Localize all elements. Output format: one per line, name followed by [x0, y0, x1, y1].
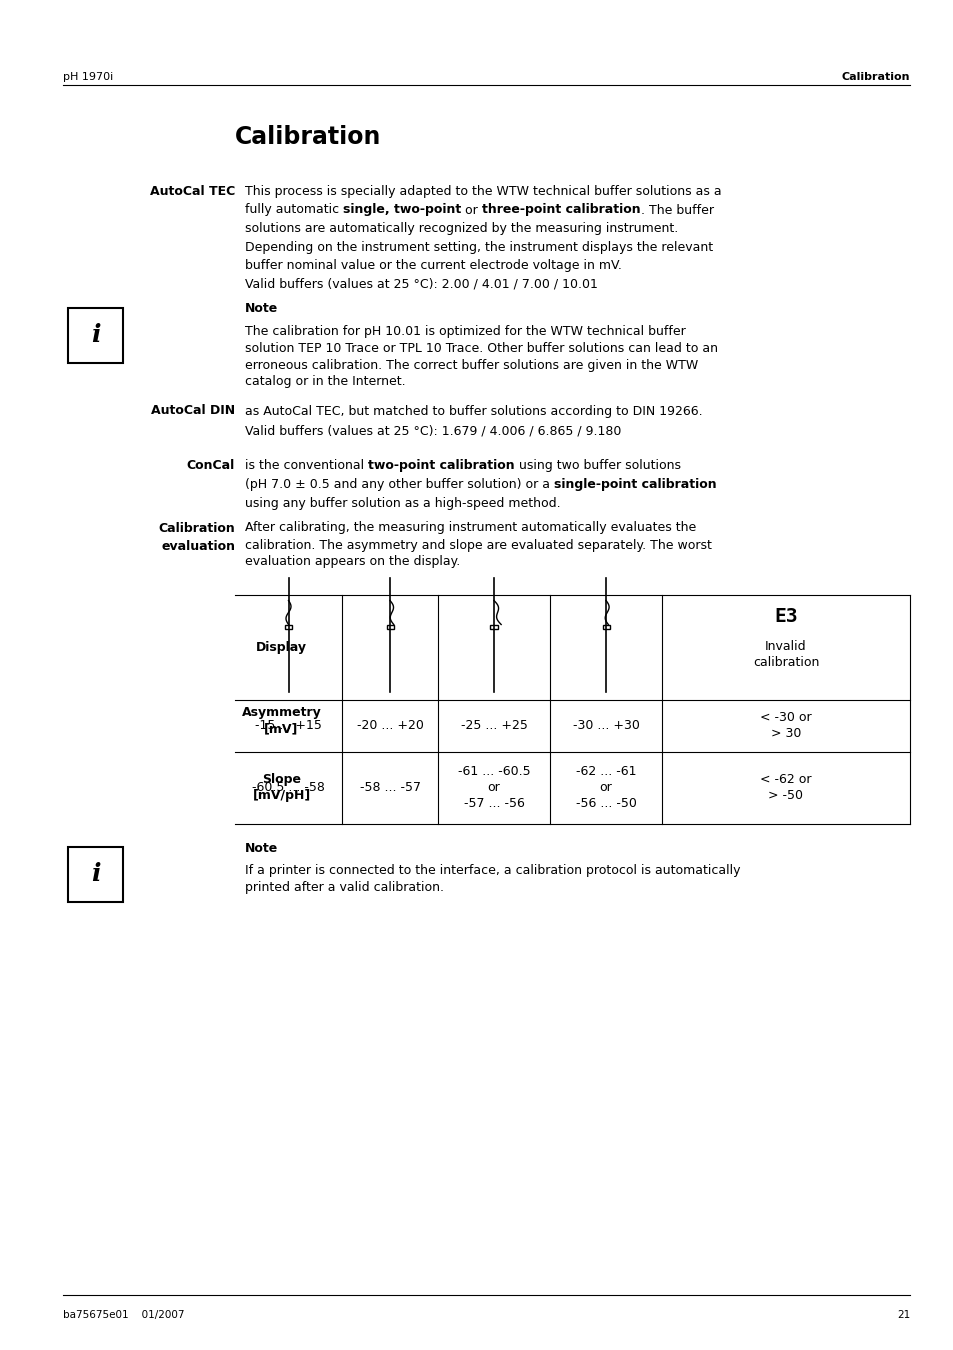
Text: Valid buffers (values at 25 °C): 2.00 / 4.01 / 7.00 / 10.01: Valid buffers (values at 25 °C): 2.00 / …: [245, 278, 598, 290]
Text: -20 ... +20: -20 ... +20: [356, 720, 423, 732]
Text: Calibration: Calibration: [158, 521, 234, 535]
Text: i: i: [91, 863, 100, 886]
Text: Note: Note: [245, 302, 278, 316]
Text: Note: Note: [245, 841, 278, 855]
Bar: [285, 625, 292, 629]
Text: ConCal: ConCal: [187, 459, 234, 472]
Text: The calibration for pH 10.01 is optimized for the WTW technical buffer
solution : The calibration for pH 10.01 is optimize…: [245, 324, 718, 389]
Text: E3: E3: [774, 606, 797, 625]
Text: buffer nominal value or the current electrode voltage in mV.: buffer nominal value or the current elec…: [245, 259, 621, 271]
Bar: [602, 625, 609, 629]
Text: i: i: [91, 323, 100, 347]
Text: single-point calibration: single-point calibration: [554, 478, 716, 491]
Text: AutoCal TEC: AutoCal TEC: [150, 185, 234, 198]
Text: Asymmetry
[mV]: Asymmetry [mV]: [241, 706, 321, 734]
Text: -60.5 ... -58: -60.5 ... -58: [252, 782, 325, 794]
FancyBboxPatch shape: [68, 846, 123, 902]
Text: solutions are automatically recognized by the measuring instrument.: solutions are automatically recognized b…: [245, 221, 678, 235]
Text: 21: 21: [896, 1310, 909, 1320]
Text: AutoCal DIN: AutoCal DIN: [151, 405, 234, 417]
Text: pH 1970i: pH 1970i: [63, 72, 113, 82]
Text: If a printer is connected to the interface, a calibration protocol is automatica: If a printer is connected to the interfa…: [245, 864, 740, 894]
Text: three-point calibration: three-point calibration: [481, 204, 640, 216]
Text: (pH 7.0 ± 0.5 and any other buffer solution) or a: (pH 7.0 ± 0.5 and any other buffer solut…: [245, 478, 554, 491]
Text: Calibration: Calibration: [841, 72, 909, 82]
Text: using two buffer solutions: using two buffer solutions: [515, 459, 680, 472]
Text: -58 ... -57: -58 ... -57: [359, 782, 420, 794]
Text: < -62 or
> -50: < -62 or > -50: [760, 774, 811, 802]
Text: . The buffer: . The buffer: [640, 204, 713, 216]
Text: < -30 or
> 30: < -30 or > 30: [760, 711, 811, 740]
Text: Calibration: Calibration: [234, 126, 381, 148]
Bar: [386, 625, 393, 629]
FancyBboxPatch shape: [68, 308, 123, 363]
Text: -30 ... +30: -30 ... +30: [572, 720, 639, 732]
Text: -61 ... -60.5
or
-57 ... -56: -61 ... -60.5 or -57 ... -56: [457, 765, 530, 810]
Text: ba75675e01    01/2007: ba75675e01 01/2007: [63, 1310, 184, 1320]
Text: using any buffer solution as a high-speed method.: using any buffer solution as a high-spee…: [245, 497, 560, 509]
Text: is the conventional: is the conventional: [245, 459, 368, 472]
Text: Invalid
calibration: Invalid calibration: [752, 640, 819, 668]
Text: After calibrating, the measuring instrument automatically evaluates the
calibrat: After calibrating, the measuring instrum…: [245, 521, 711, 568]
Text: evaluation: evaluation: [161, 540, 234, 553]
Text: Valid buffers (values at 25 °C): 1.679 / 4.006 / 6.865 / 9.180: Valid buffers (values at 25 °C): 1.679 /…: [245, 424, 620, 437]
Text: -62 ... -61
or
-56 ... -50: -62 ... -61 or -56 ... -50: [575, 765, 636, 810]
Text: -15 ... +15: -15 ... +15: [254, 720, 321, 732]
Text: Depending on the instrument setting, the instrument displays the relevant: Depending on the instrument setting, the…: [245, 240, 713, 254]
Bar: [490, 625, 497, 629]
Text: -25 ... +25: -25 ... +25: [460, 720, 527, 732]
Text: fully automatic: fully automatic: [245, 204, 343, 216]
Text: This process is specially adapted to the WTW technical buffer solutions as a: This process is specially adapted to the…: [245, 185, 720, 198]
Text: Slope
[mV/pH]: Slope [mV/pH]: [253, 774, 311, 802]
Text: or: or: [461, 204, 481, 216]
Text: two-point calibration: two-point calibration: [368, 459, 515, 472]
Text: single, two-point: single, two-point: [343, 204, 461, 216]
Text: as AutoCal TEC, but matched to buffer solutions according to DIN 19266.: as AutoCal TEC, but matched to buffer so…: [245, 405, 702, 417]
Text: Display: Display: [255, 640, 307, 653]
